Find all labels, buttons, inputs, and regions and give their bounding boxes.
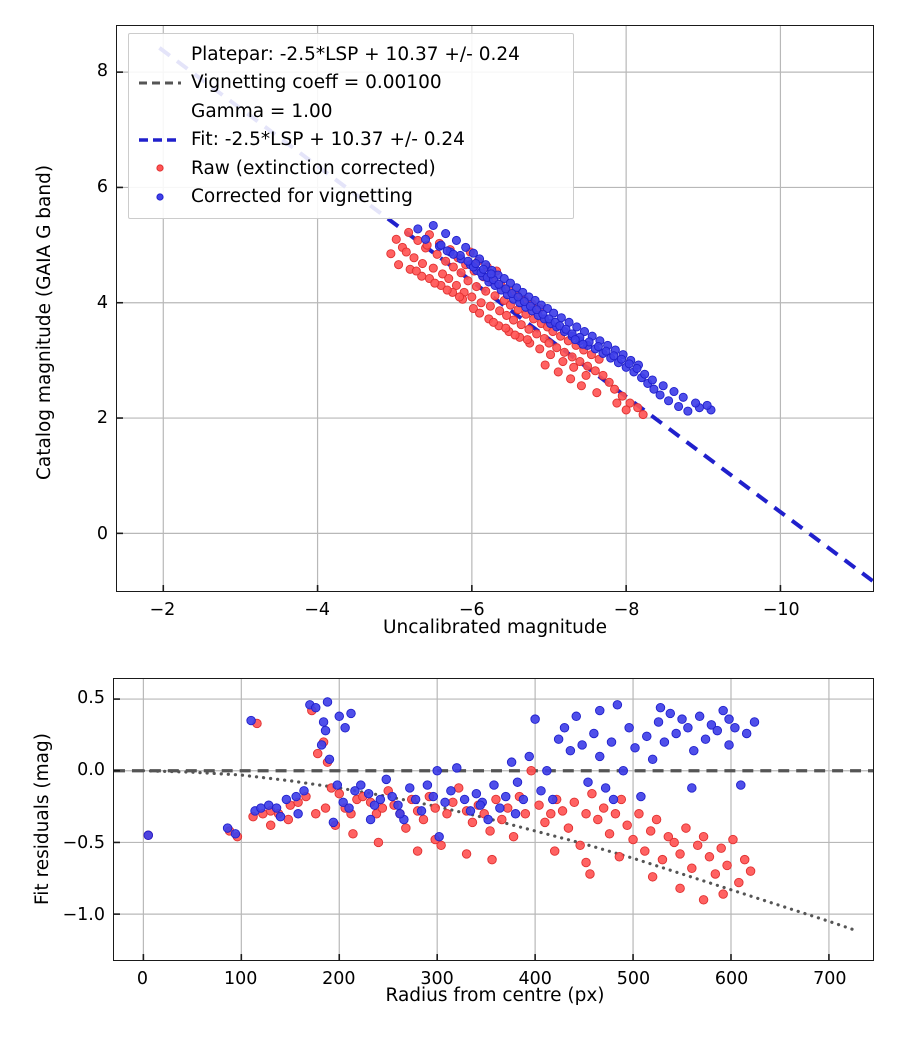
calibration-x-axis-title: Uncalibrated magnitude [382, 617, 608, 638]
legend-label-raw: Raw (extinction corrected) [191, 157, 436, 179]
legend-entry-fit: Fit: -2.5*LSP + 10.37 +/- 0.24 [137, 126, 561, 155]
residuals-x-tick: 300 [420, 969, 454, 989]
gray-dashed-line-icon [137, 73, 183, 93]
calibration-y-tick: 2 [96, 408, 108, 429]
residuals-plot-canvas [114, 679, 873, 960]
legend-label-fit: Fit: -2.5*LSP + 10.37 +/- 0.24 [191, 129, 465, 151]
legend-handle-empty [137, 101, 183, 121]
legend-label-corrected: Corrected for vignetting [191, 186, 413, 208]
residuals-x-tick: 500 [616, 969, 651, 989]
legend-handle-empty [137, 44, 183, 64]
residuals-plot-axes [113, 678, 874, 961]
blue-dot-marker-icon [137, 187, 183, 207]
calibration-y-tick: 8 [96, 61, 108, 82]
legend-entry-vignetting-coeff: Vignetting coeff = 0.00100 [137, 69, 561, 98]
residuals-x-axis-title: Radius from centre (px) [385, 985, 605, 1006]
residuals-x-tick: 400 [518, 969, 552, 989]
calibration-y-tick: 6 [96, 177, 108, 197]
residuals-y-tick: 0.5 [77, 688, 105, 709]
legend-label-vignetting-coeff: Vignetting coeff = 0.00100 [191, 72, 442, 94]
residuals-y-axis-title: Fit residuals (mag) [32, 733, 53, 905]
legend-entry-gamma: Gamma = 1.00 [137, 97, 561, 126]
calibration-x-tick: −8 [613, 600, 640, 620]
plot-legend: Platepar: -2.5*LSP + 10.37 +/- 0.24 Vign… [128, 33, 574, 219]
legend-entry-raw: Raw (extinction corrected) [137, 154, 561, 183]
residuals-y-tick: −1.0 [62, 904, 106, 925]
calibration-x-tick: −4 [304, 600, 330, 620]
residuals-y-tick: 0.0 [77, 760, 105, 781]
calibration-y-tick: 4 [96, 292, 108, 313]
residuals-x-tick: 0 [136, 969, 149, 989]
legend-entry-corrected: Corrected for vignetting [137, 183, 561, 212]
residuals-y-tick: −0.5 [62, 832, 106, 853]
calibration-x-tick: −2 [149, 600, 176, 620]
residuals-x-tick: 200 [322, 969, 356, 989]
legend-label-gamma: Gamma = 1.00 [191, 100, 333, 122]
residuals-x-tick: 600 [714, 969, 749, 989]
blue-dashed-line-icon [137, 130, 183, 150]
calibration-y-tick: 0 [96, 524, 108, 545]
residuals-x-tick: 700 [813, 969, 847, 989]
residuals-x-tick: 100 [223, 969, 258, 989]
calibration-x-tick: −10 [762, 600, 800, 620]
red-dot-marker-icon [137, 158, 183, 178]
legend-entry-platepar: Platepar: -2.5*LSP + 10.37 +/- 0.24 [137, 40, 561, 69]
calibration-x-tick: −6 [458, 600, 485, 620]
calibration-y-axis-title: Catalog magnitude (GAIA G band) [34, 164, 55, 480]
legend-label-platepar: Platepar: -2.5*LSP + 10.37 +/- 0.24 [191, 43, 520, 65]
